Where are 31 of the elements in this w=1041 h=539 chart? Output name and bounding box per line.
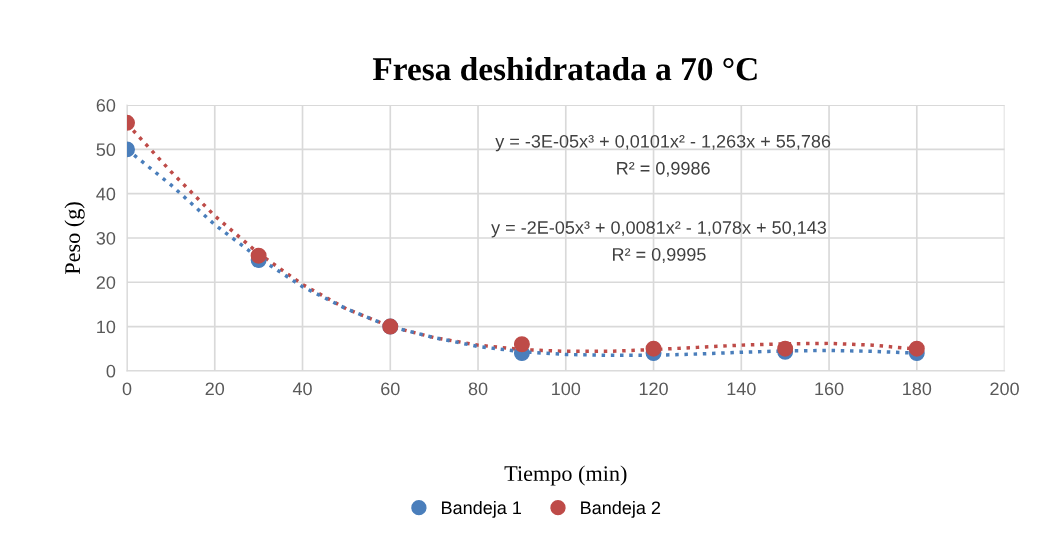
- point: [250, 247, 267, 264]
- x-tick-label: 40: [292, 382, 312, 396]
- x-tick-label: 0: [122, 382, 132, 396]
- y-tick-label: 0: [106, 364, 116, 378]
- legend-label: Bandeja 1: [442, 500, 522, 518]
- y-tick-label: 50: [96, 143, 116, 157]
- point: [645, 340, 662, 357]
- y-tick-label: 20: [96, 276, 116, 289]
- x-tick-label: 100: [552, 382, 581, 396]
- legend-label: Bandeja 2: [581, 500, 661, 518]
- y-tick-label: 40: [96, 187, 116, 201]
- annotation: R² = 0,9995: [613, 248, 706, 263]
- x-axis-title: Tiempo (min): [504, 465, 627, 486]
- annotation: y = -3E-05x³ + 0,0101x² - 1,263x + 55,786: [495, 134, 831, 152]
- y-tick-label: 60: [96, 99, 116, 112]
- x-tick-label: 200: [990, 382, 1019, 396]
- x-tick-label: 160: [815, 382, 844, 396]
- y-tick-label: 30: [96, 231, 116, 245]
- chart-title: Fresa deshidratada a 70 °C: [372, 56, 757, 81]
- y-axis-title: Peso (g): [64, 202, 85, 275]
- annotation: y = -2E-05x³ + 0,0081x² - 1,078x + 50,143: [491, 221, 827, 238]
- point: [908, 340, 925, 357]
- x-tick-label: 80: [468, 382, 488, 396]
- x-tick-label: 20: [205, 382, 225, 396]
- x-tick-label: 120: [639, 382, 668, 396]
- x-tick-label: 60: [381, 382, 400, 396]
- x-tick-label: 140: [727, 382, 756, 396]
- x-tick-label: 180: [903, 382, 932, 396]
- point: [513, 336, 530, 353]
- annotation: R² = 0,9986: [617, 161, 710, 177]
- y-tick-label: 10: [97, 320, 116, 334]
